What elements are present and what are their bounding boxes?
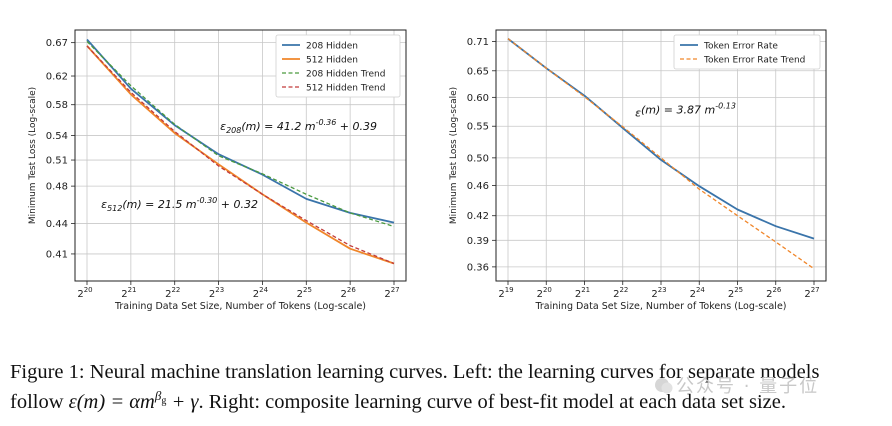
- chart-left: 220 221 222 223 224 225 226 227 0.41 0.44 0.48 0.51…: [28, 29, 407, 312]
- series-line-512-hidden-trend: [86, 45, 395, 265]
- x-tick-exponent: 26: [772, 286, 781, 294]
- legend-box: [673, 34, 821, 70]
- x-tick-label: 221: [121, 286, 136, 300]
- y-tick-label: 0.50: [467, 153, 489, 164]
- x-tick-label: 226: [766, 286, 782, 300]
- x-tick-label: 227: [384, 286, 399, 300]
- x-tick-label: 219: [498, 286, 513, 300]
- y-tick-label: 0.44: [46, 219, 68, 230]
- x-tick-exponent: 25: [303, 286, 312, 294]
- series-line-token-error-rate: [507, 37, 815, 240]
- equation-part: (m) = 21.5 m: [122, 198, 196, 211]
- x-tick-label: 222: [613, 286, 628, 300]
- legend-label: 208 Hidden Trend: [306, 70, 385, 80]
- equation-part: -0.13: [715, 102, 736, 111]
- x-tick-exponent: 27: [811, 286, 820, 294]
- figure-caption: Figure 1: Neural machine translation lea…: [10, 360, 884, 414]
- y-tick-label: 0.55: [467, 122, 489, 133]
- y-axis-label: Minimum Test Loss (Log-scale): [449, 87, 459, 224]
- x-tick-exponent: 24: [259, 286, 268, 294]
- x-tick-label: 225: [728, 286, 743, 300]
- x-tick-exponent: 20: [543, 286, 552, 294]
- y-tick-label: 0.60: [467, 93, 489, 104]
- plot-frame: [74, 29, 407, 282]
- legend-label: Token Error Rate: [703, 42, 778, 52]
- caption-line-2: follow ε(m) = αmβg + γ. Right: composite…: [10, 388, 786, 413]
- y-tick-label: 0.54: [46, 131, 68, 142]
- equation-part: + 0.32: [217, 198, 258, 211]
- x-axis-label: Training Data Set Size, Number of Tokens…: [114, 301, 366, 312]
- x-tick-exponent: 20: [84, 286, 93, 294]
- equation-part: (m) = 41.2 m: [241, 120, 315, 133]
- x-tick-exponent: 23: [215, 286, 224, 294]
- legend-label: 208 Hidden: [306, 42, 358, 52]
- x-tick-exponent: 26: [347, 286, 356, 294]
- legend-label: 512 Hidden: [306, 56, 358, 66]
- legend-label: 512 Hidden Trend: [306, 84, 385, 94]
- legend-label: Token Error Rate Trend: [703, 56, 805, 66]
- series-line-208-hidden-trend: [86, 40, 395, 228]
- equation-part: -0.30: [197, 196, 218, 205]
- y-tick-label: 0.36: [467, 262, 489, 273]
- caption-line-1: Figure 1: Neural machine translation lea…: [10, 361, 820, 383]
- y-tick-label: 0.48: [46, 182, 68, 193]
- x-tick-label: 224: [253, 286, 269, 300]
- legend-box: [275, 34, 401, 98]
- x-tick-label: 224: [690, 286, 706, 300]
- x-tick-exponent: 22: [171, 286, 180, 294]
- x-tick-label: 222: [165, 286, 180, 300]
- x-tick-exponent: 21: [128, 286, 137, 294]
- x-tick-label: 220: [77, 286, 92, 300]
- wechat-icon: [655, 378, 673, 394]
- equation-annotation: ε512(m) = 21.5 m-0.30 + 0.32: [101, 196, 258, 213]
- y-tick-label: 0.39: [467, 236, 489, 247]
- y-axis-label: Minimum Test Loss (Log-scale): [28, 87, 38, 224]
- y-tick-label: 0.62: [46, 72, 68, 83]
- watermark: 公众号 · 量子位: [676, 376, 820, 397]
- x-tick-exponent: 24: [696, 286, 705, 294]
- equation-part: ε: [635, 107, 641, 120]
- x-tick-label: 225: [297, 286, 312, 300]
- legend: 208 Hidden 512 Hidden 208 Hidden Trend 512 …: [275, 34, 401, 98]
- x-tick-exponent: 27: [391, 286, 400, 294]
- y-tick-label: 0.41: [46, 249, 68, 260]
- y-tick-label: 0.71: [467, 37, 489, 48]
- equation-part: ε: [101, 198, 107, 211]
- x-tick-exponent: 21: [581, 286, 590, 294]
- x-tick-exponent: 25: [734, 286, 743, 294]
- y-tick-label: 0.46: [467, 181, 489, 192]
- x-tick-exponent: 23: [658, 286, 667, 294]
- x-axis-label: Training Data Set Size, Number of Tokens…: [534, 301, 786, 312]
- y-tick-label: 0.58: [46, 100, 68, 111]
- y-tick-label: 0.65: [467, 66, 489, 77]
- equation-part: 512: [107, 204, 122, 213]
- legend: Token Error Rate Token Error Rate Trend: [673, 34, 821, 70]
- equation-annotation: ε(m) = 3.87 m-0.13: [635, 102, 736, 120]
- y-tick-label: 0.42: [467, 211, 489, 222]
- equation-annotation: ε208(m) = 41.2 m-0.36 + 0.39: [220, 118, 377, 135]
- x-tick-label: 223: [651, 286, 666, 300]
- y-tick-label: 0.51: [46, 156, 68, 167]
- series-line-token-error-rate-trend: [507, 38, 815, 270]
- y-tick-label: 0.67: [46, 38, 68, 49]
- equation-part: (m) = 3.87 m: [641, 104, 715, 117]
- x-tick-label: 227: [804, 286, 819, 300]
- equation-part: + 0.39: [336, 120, 377, 133]
- equation-part: 208: [226, 126, 241, 135]
- x-tick-label: 221: [575, 286, 590, 300]
- x-tick-exponent: 19: [505, 286, 514, 294]
- series-line-512-hidden: [86, 45, 395, 265]
- equation-part: ε: [220, 120, 226, 133]
- x-tick-label: 226: [340, 286, 356, 300]
- x-tick-label: 220: [537, 286, 552, 300]
- x-tick-exponent: 22: [619, 286, 628, 294]
- x-tick-label: 223: [209, 286, 224, 300]
- chart-right: 219 220 221 222 223 224 225 226 227 0.36 0.39 0.42 0…: [449, 29, 827, 312]
- equation-part: -0.36: [316, 118, 337, 127]
